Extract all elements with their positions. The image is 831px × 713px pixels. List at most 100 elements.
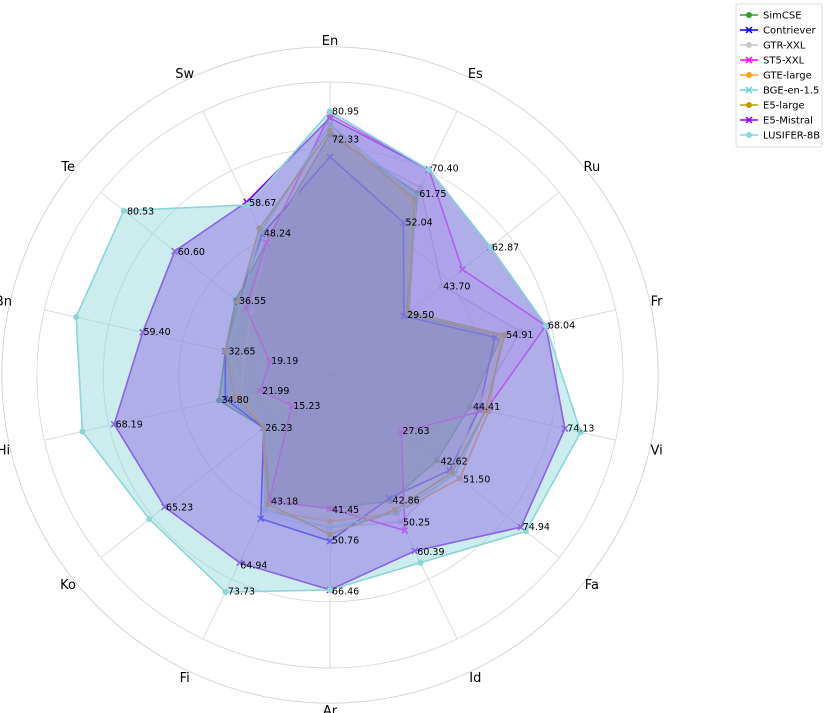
data-point [161,503,169,511]
axis-label-vi: Vi [650,444,662,459]
data-point [327,531,333,538]
data-point [240,391,248,399]
data-point [73,314,80,321]
axis-label-te: Te [60,160,75,175]
axis-label-ko: Ko [60,578,76,593]
data-point [542,322,549,329]
data-point [326,504,334,513]
axis-label-ar: Ar [323,704,338,713]
data-point [517,328,524,335]
data-point [215,397,222,404]
data-point [482,407,489,414]
data-point [236,559,244,567]
data-point [120,207,127,214]
legend: SimCSE Contriever GTR-XXL ST5-XXL GTE-large B… [735,3,823,148]
data-point [397,518,404,525]
legend-marker [745,86,753,94]
data-label: 68.04 [548,321,575,332]
data-point [327,127,333,134]
data-point [414,190,421,197]
data-label: 26.23 [265,423,292,434]
data-point [327,108,333,115]
legend-entry: Contriever [740,26,816,37]
data-label: 32.65 [228,346,255,357]
grid-spoke [329,110,458,376]
data-point [327,137,333,144]
legend-marker [745,116,753,124]
data-point [262,239,270,247]
data-label: 58.67 [249,198,276,209]
legend-label: Contriever [763,26,816,37]
legend-marker [746,72,752,78]
data-label: 34.80 [222,395,249,406]
legend-box [735,3,823,148]
data-label: 21.99 [262,386,289,397]
legend-label: E5-Mistral [763,116,813,127]
data-point [417,559,424,566]
legend-label: E5-large [763,101,805,112]
grid-spoke [329,309,616,376]
data-point [501,332,508,339]
data-point [256,225,263,232]
data-point [385,494,393,502]
data-point [397,428,405,436]
data-point [79,428,86,435]
legend-entry: LUSIFER-8B [740,131,820,142]
data-label: 43.18 [271,497,298,508]
data-point [487,244,494,251]
data-point [517,523,525,531]
series-layer [73,108,584,596]
grid-spoke [329,191,560,376]
data-point [473,405,480,412]
series-e5-large [222,127,508,538]
data-label: 54.91 [506,330,533,341]
grid-spoke [44,309,331,376]
data-label: 70.40 [431,164,458,175]
data-label: 66.46 [332,586,359,597]
axis-label-sw: Sw [175,67,194,82]
axis-label-fa: Fa [585,578,599,593]
data-label: 42.62 [440,457,467,468]
data-label: 59.40 [143,327,170,338]
data-point [288,401,296,409]
data-point [411,547,419,555]
legend-label: ST5-XXL [763,56,805,67]
data-point [260,424,267,431]
data-label: 51.50 [463,475,490,486]
data-point [411,196,418,203]
legend-label: GTR-XXL [763,41,806,52]
legend-label: LUSIFER-8B [763,131,820,142]
data-point [417,184,424,191]
legend-marker [746,42,752,48]
legend-label: SimCSE [763,11,802,22]
data-point [326,537,334,545]
data-point [146,516,153,523]
data-label: 52.04 [406,217,433,228]
data-point [405,309,412,316]
legend-marker [746,12,752,18]
data-label: 48.24 [264,229,291,240]
data-labels: 80.95 72.33 70.40 61.75 52.04 62.87 43.70 29.50… [116,106,595,597]
data-label: 68.19 [116,419,143,430]
axis-label-fr: Fr [651,294,664,309]
data-label: 61.75 [419,189,446,200]
data-point [327,518,333,525]
data-point [458,265,466,273]
data-point [438,282,445,289]
data-point [399,218,407,227]
data-label: 80.53 [127,207,154,218]
data-label: 60.60 [178,247,205,258]
data-label: 72.33 [332,135,359,146]
data-label: 41.45 [332,505,359,516]
legend-entry: SimCSE [740,11,802,22]
axis-label-hi: Hi [0,444,10,459]
data-point [433,457,440,464]
axis-label-ru: Ru [584,160,601,175]
data-point [171,247,179,255]
data-point [326,153,334,161]
data-point [326,114,334,122]
grid-spoke [202,374,331,640]
data-point [257,515,265,523]
data-label: 60.39 [417,547,444,558]
